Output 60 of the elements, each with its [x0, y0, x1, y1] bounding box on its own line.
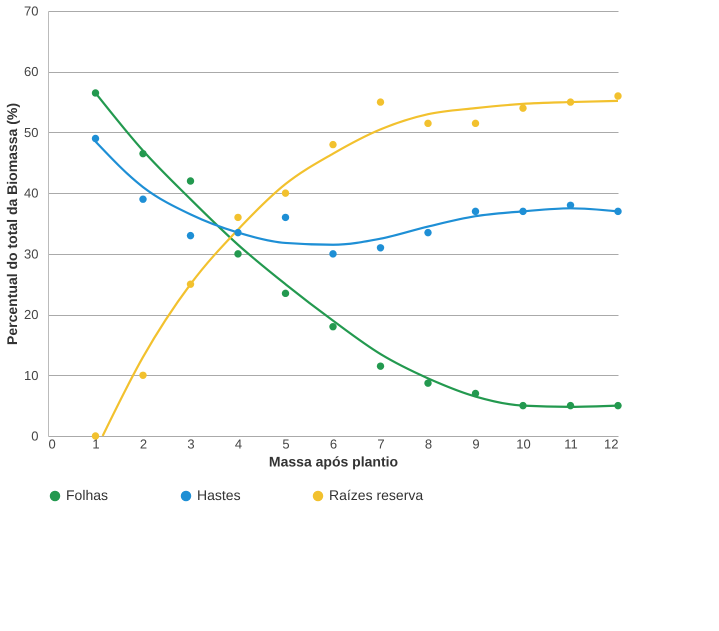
- x-axis-title: Massa após plantio: [268, 454, 398, 470]
- point: [139, 372, 147, 379]
- point: [92, 432, 100, 440]
- point: [376, 98, 384, 106]
- x-tick-label: 2: [140, 436, 148, 452]
- point: [282, 290, 290, 298]
- point: [519, 208, 527, 216]
- point: [329, 323, 337, 330]
- y-tick-label: 70: [24, 4, 38, 18]
- x-tick-label: 3: [187, 436, 195, 452]
- point: [519, 104, 527, 112]
- point: [282, 189, 290, 197]
- point: [566, 402, 574, 410]
- point: [329, 140, 337, 148]
- y-axis-title: Percentual do total da Biomassa (%): [4, 103, 20, 345]
- point: [92, 134, 100, 142]
- point: [186, 177, 194, 185]
- point: [519, 402, 527, 410]
- y-tick-label: 30: [24, 246, 38, 262]
- y-tick-label: 60: [24, 64, 38, 80]
- point: [566, 98, 574, 106]
- y-tick-label: 20: [24, 307, 38, 322]
- x-tick-label: 5: [282, 436, 290, 452]
- y-tick-label: 50: [24, 124, 38, 140]
- point: [186, 232, 194, 240]
- x-tick-label: 7: [377, 436, 385, 452]
- x-tick-label: 0: [48, 436, 56, 452]
- point: [139, 150, 147, 158]
- point: [376, 244, 384, 252]
- point: [376, 362, 384, 370]
- x-tick-label: 12: [604, 436, 618, 452]
- x-tick-label: 11: [564, 436, 578, 452]
- point: [234, 250, 242, 258]
- point: [234, 214, 242, 222]
- y-tick-label: 10: [24, 368, 38, 383]
- point: [472, 120, 480, 128]
- x-tick-label: 6: [330, 436, 338, 452]
- point: [186, 280, 194, 288]
- point: [282, 214, 290, 222]
- x-tick-label: 4: [234, 436, 242, 452]
- point: [614, 402, 622, 410]
- point: [614, 92, 622, 100]
- x-tick-label: 1: [92, 436, 100, 452]
- point: [424, 120, 432, 128]
- point: [472, 208, 480, 216]
- point: [234, 228, 242, 236]
- legend-label: Folhas: [66, 487, 108, 503]
- point: [139, 196, 147, 203]
- point: [472, 390, 480, 398]
- x-tick-label: 10: [516, 436, 531, 452]
- point: [329, 250, 337, 258]
- legend-label: Raízes reserva: [329, 487, 424, 503]
- point: [614, 208, 622, 216]
- point: [424, 228, 432, 236]
- x-tick-label: 8: [424, 436, 432, 452]
- point: [424, 379, 432, 387]
- x-tick-label: 9: [472, 436, 480, 452]
- legend-label: Hastes: [197, 487, 241, 503]
- y-tick-label: 40: [24, 186, 38, 201]
- point: [92, 89, 100, 97]
